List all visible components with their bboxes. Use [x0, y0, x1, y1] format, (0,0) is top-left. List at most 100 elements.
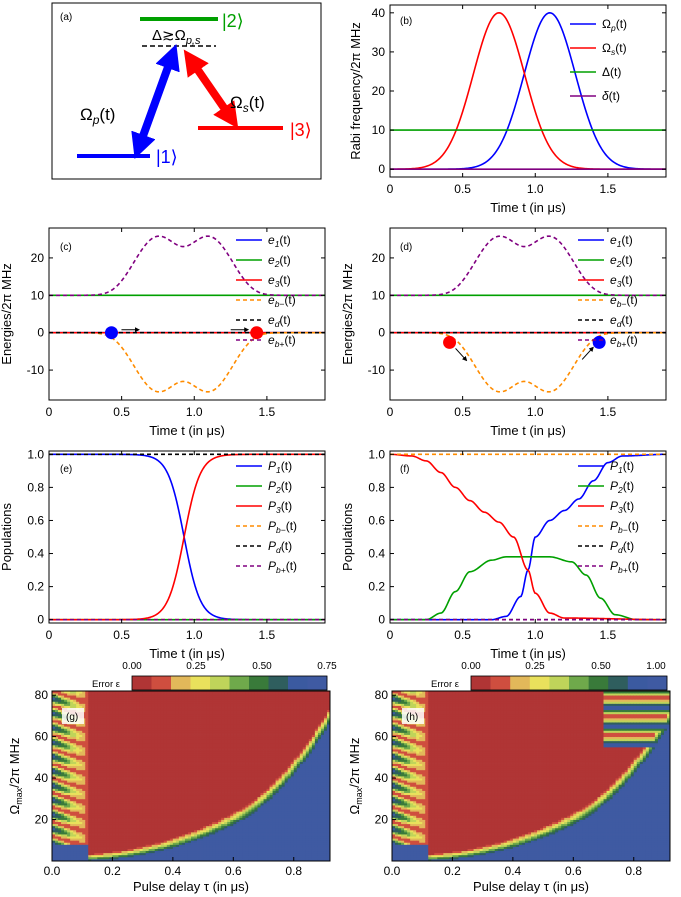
- heatmap-cell: [209, 815, 213, 818]
- heatmap-cell: [224, 856, 228, 860]
- heatmap-cell: [154, 734, 159, 738]
- heatmap-cell: [194, 738, 198, 742]
- heatmap-cell: [100, 771, 104, 775]
- heatmap-cell: [88, 807, 92, 810]
- series-line-5: [49, 235, 325, 297]
- heatmap-cell: [109, 717, 113, 721]
- heatmap-cell: [97, 834, 101, 837]
- heatmap-cell: [197, 757, 201, 760]
- heatmap-cell: [67, 815, 71, 818]
- heatmap-cell: [91, 759, 95, 762]
- heatmap-cell: [121, 759, 125, 762]
- heatmap-cell: [67, 821, 71, 825]
- heatmap-cell: [206, 757, 210, 760]
- heatmap-cell: [100, 815, 104, 818]
- heatmap-cell: [55, 742, 59, 746]
- heatmap-cell: [82, 767, 86, 771]
- heatmap-cell: [127, 707, 131, 711]
- heatmap-cell: [58, 788, 62, 791]
- heatmap-cell: [133, 842, 138, 845]
- heatmap-cell: [212, 757, 216, 760]
- x-tick-label: 1.0: [527, 405, 544, 419]
- heatmap-cell: [148, 782, 153, 785]
- heatmap-cell: [191, 819, 195, 823]
- heatmap-cell: [130, 844, 134, 847]
- heatmap-cell: [64, 788, 68, 791]
- heatmap-cell: [97, 842, 101, 845]
- heatmap-cell: [88, 724, 92, 727]
- heatmap-cell: [203, 697, 207, 700]
- heatmap-cell: [70, 811, 74, 814]
- heatmap-cell: [52, 767, 56, 771]
- heatmap-cell: [212, 831, 216, 835]
- heatmap-cell: [88, 856, 92, 860]
- heatmap-cell: [127, 724, 131, 727]
- heatmap-cell: [67, 771, 71, 775]
- heatmap-cell: [154, 761, 159, 764]
- heatmap-cell: [154, 715, 159, 719]
- heatmap-cell: [70, 786, 74, 789]
- colorbar-swatch: [569, 676, 589, 690]
- heatmap-cell: [145, 780, 150, 783]
- heatmap-cell: [130, 842, 134, 845]
- heatmap-cell: [178, 715, 183, 719]
- heatmap-cell: [91, 788, 95, 791]
- heatmap-cell: [85, 776, 89, 779]
- heatmap-cell: [103, 740, 107, 744]
- heatmap-cell: [136, 788, 141, 791]
- heatmap-cell: [106, 693, 110, 696]
- heatmap-cell: [112, 763, 116, 767]
- heatmap-cell: [194, 722, 198, 725]
- heatmap-cell: [191, 794, 195, 798]
- heatmap-cell: [203, 771, 207, 775]
- heatmap-cell: [139, 765, 144, 769]
- heatmap-cell: [85, 713, 89, 717]
- heatmap-cell: [115, 763, 119, 767]
- heatmap-cell: [221, 846, 225, 849]
- heatmap-cell: [172, 776, 177, 779]
- heatmap-cell: [73, 695, 77, 698]
- heatmap-cell: [133, 854, 138, 858]
- heatmap-cell: [187, 850, 192, 854]
- heatmap-cell: [124, 805, 128, 808]
- heatmap-cell: [178, 776, 183, 779]
- heatmap-cell: [124, 722, 128, 725]
- heatmap-cell: [172, 856, 177, 860]
- heatmap-cell: [115, 717, 119, 721]
- heatmap-cell: [151, 784, 156, 787]
- heatmap-cell: [55, 784, 59, 787]
- panel-label: (e): [60, 464, 72, 475]
- heatmap-cell: [130, 753, 134, 756]
- heatmap-cell: [58, 711, 62, 715]
- heatmap-cell: [73, 838, 77, 841]
- series-lines: [49, 235, 325, 393]
- heatmap-cell: [166, 778, 171, 781]
- heatmap-cell: [58, 734, 62, 738]
- heatmap-cell: [169, 790, 174, 793]
- heatmap-cell: [212, 761, 216, 764]
- heatmap-cell: [97, 821, 101, 825]
- heatmap-cell: [61, 848, 65, 852]
- heatmap-cell: [218, 788, 222, 791]
- heatmap-cell: [221, 734, 225, 738]
- heatmap-cell: [73, 744, 77, 748]
- heatmap-cell: [151, 746, 156, 750]
- heatmap-cell: [218, 790, 222, 793]
- heatmap-cell: [91, 798, 95, 802]
- heatmap-cell: [109, 691, 113, 694]
- heatmap-cell: [172, 697, 177, 700]
- heatmap-cell: [82, 734, 86, 738]
- heatmap-cell: [79, 798, 83, 802]
- heatmap-cell: [184, 821, 189, 825]
- heatmap-cell: [166, 771, 171, 775]
- heatmap-cell: [115, 728, 119, 731]
- heatmap-cell: [97, 811, 101, 814]
- heatmap-cell: [218, 699, 222, 702]
- heatmap-cell: [94, 858, 98, 862]
- heatmap-cell: [85, 852, 89, 856]
- x-tick-label: 1.5: [259, 628, 276, 642]
- heatmap-cell: [58, 838, 62, 841]
- legend-entry: eb−(t): [610, 293, 638, 309]
- heatmap-cell: [191, 691, 195, 694]
- heatmap-cell: [73, 834, 77, 837]
